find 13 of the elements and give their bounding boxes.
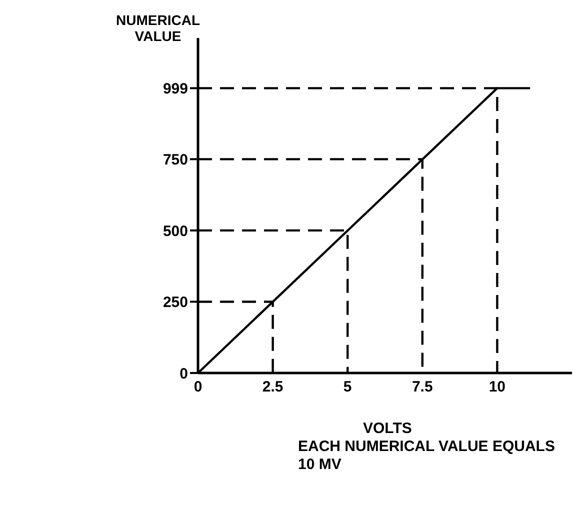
x-tick-label: 2.5 <box>262 378 284 396</box>
y-tick-label: 999 <box>162 80 188 98</box>
y-axis-title: NUMERICAL VALUE <box>116 12 200 44</box>
y-tick-label: 750 <box>162 151 188 168</box>
x-tick-label: 7.5 <box>412 378 433 396</box>
text: EACH NUMERICAL VALUE EQUALS 10 MV <box>298 438 555 474</box>
y-tick-label: 500 <box>162 222 188 240</box>
y-tick-label: 0 <box>180 365 188 382</box>
y-tick-label: 250 <box>162 294 188 312</box>
x-tick-label: 5 <box>343 378 352 396</box>
x-tick-label: 0 <box>194 378 202 396</box>
x-tick-label: 10 <box>488 378 506 396</box>
x-axis-title: VOLTS <box>363 420 412 437</box>
